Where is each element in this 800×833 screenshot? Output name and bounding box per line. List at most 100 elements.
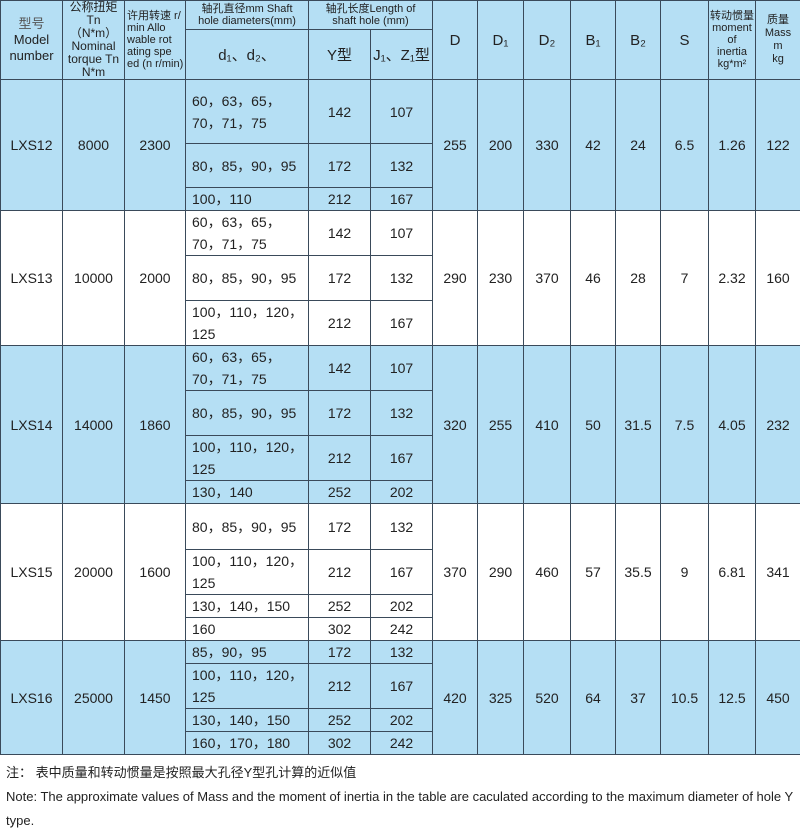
cell-d: 290	[433, 211, 478, 346]
header-d1-d2: d₁、d₂、	[186, 30, 309, 80]
cell-mass: 160	[756, 211, 800, 346]
cell-hole-diameters: 60，63，65，70，71，75	[186, 211, 309, 256]
cell-model: LXS15	[1, 504, 63, 641]
cell-model: LXS14	[1, 346, 63, 504]
cell-hole-diameters: 130，140，150	[186, 709, 309, 732]
cell-hole-diameters: 85，90，95	[186, 641, 309, 664]
note-english: Note: The approximate values of Mass and…	[6, 785, 794, 833]
cell-y-length: 172	[309, 504, 371, 550]
cell-hole-diameters: 130，140，150	[186, 595, 309, 618]
cell-b2: 35.5	[616, 504, 661, 641]
header-D: D	[433, 1, 478, 80]
cell-d2: 460	[524, 504, 571, 641]
cell-y-length: 212	[309, 664, 371, 709]
header-jz-type: J₁、Z₁型	[371, 30, 433, 80]
note-chinese: 注： 表中质量和转动惯量是按照最大孔径Y型孔计算的近似值	[6, 761, 794, 785]
cell-inertia: 2.32	[709, 211, 756, 346]
cell-jz-length: 132	[371, 256, 433, 301]
cell-mass: 341	[756, 504, 800, 641]
cell-y-length: 142	[309, 346, 371, 391]
cell-jz-length: 132	[371, 391, 433, 436]
cell-d: 370	[433, 504, 478, 641]
cell-mass: 232	[756, 346, 800, 504]
cell-torque: 10000	[63, 211, 125, 346]
cell-s: 7	[661, 211, 709, 346]
cell-y-length: 302	[309, 732, 371, 755]
cell-jz-length: 242	[371, 618, 433, 641]
cell-y-length: 302	[309, 618, 371, 641]
cell-jz-length: 167	[371, 550, 433, 595]
cell-jz-length: 167	[371, 301, 433, 346]
cell-jz-length: 167	[371, 664, 433, 709]
cell-d: 320	[433, 346, 478, 504]
cell-hole-diameters: 100，110，120，125	[186, 436, 309, 481]
cell-jz-length: 132	[371, 641, 433, 664]
cell-d1: 255	[478, 346, 524, 504]
cell-d1: 200	[478, 80, 524, 211]
cell-b2: 28	[616, 211, 661, 346]
cell-d2: 410	[524, 346, 571, 504]
cell-d1: 325	[478, 641, 524, 755]
cell-d2: 330	[524, 80, 571, 211]
cell-y-length: 142	[309, 211, 371, 256]
cell-hole-diameters: 160	[186, 618, 309, 641]
cell-hole-diameters: 80，85，90，95	[186, 144, 309, 188]
cell-mass: 122	[756, 80, 800, 211]
cell-hole-diameters: 80，85，90，95	[186, 391, 309, 436]
cell-y-length: 212	[309, 188, 371, 211]
cell-y-length: 172	[309, 144, 371, 188]
cell-inertia: 12.5	[709, 641, 756, 755]
cell-b2: 24	[616, 80, 661, 211]
cell-y-length: 212	[309, 301, 371, 346]
cell-speed: 1450	[125, 641, 186, 755]
header-D2: D₂	[524, 1, 571, 80]
cell-jz-length: 107	[371, 80, 433, 144]
cell-jz-length: 107	[371, 346, 433, 391]
cell-model: LXS13	[1, 211, 63, 346]
cell-jz-length: 202	[371, 481, 433, 504]
cell-y-length: 172	[309, 391, 371, 436]
cell-speed: 1600	[125, 504, 186, 641]
header-B1: B₁	[571, 1, 616, 80]
cell-jz-length: 107	[371, 211, 433, 256]
cell-model: LXS16	[1, 641, 63, 755]
cell-hole-diameters: 60，63，65，70，71，75	[186, 80, 309, 144]
cell-inertia: 4.05	[709, 346, 756, 504]
cell-jz-length: 132	[371, 504, 433, 550]
cell-s: 9	[661, 504, 709, 641]
cell-d1: 230	[478, 211, 524, 346]
cell-jz-length: 242	[371, 732, 433, 755]
header-B2: B₂	[616, 1, 661, 80]
cell-hole-diameters: 100，110，120，125	[186, 664, 309, 709]
cell-hole-diameters: 160，170，180	[186, 732, 309, 755]
cell-b2: 37	[616, 641, 661, 755]
cell-y-length: 172	[309, 256, 371, 301]
cell-s: 10.5	[661, 641, 709, 755]
cell-torque: 8000	[63, 80, 125, 211]
cell-speed: 1860	[125, 346, 186, 504]
cell-s: 7.5	[661, 346, 709, 504]
cell-b1: 64	[571, 641, 616, 755]
cell-y-length: 212	[309, 436, 371, 481]
cell-b1: 46	[571, 211, 616, 346]
cell-b1: 57	[571, 504, 616, 641]
cell-inertia: 1.26	[709, 80, 756, 211]
cell-jz-length: 202	[371, 709, 433, 732]
header-S: S	[661, 1, 709, 80]
cell-d: 255	[433, 80, 478, 211]
cell-y-length: 252	[309, 481, 371, 504]
cell-y-length: 142	[309, 80, 371, 144]
cell-torque: 20000	[63, 504, 125, 641]
cell-d1: 290	[478, 504, 524, 641]
cell-jz-length: 132	[371, 144, 433, 188]
cell-y-length: 172	[309, 641, 371, 664]
